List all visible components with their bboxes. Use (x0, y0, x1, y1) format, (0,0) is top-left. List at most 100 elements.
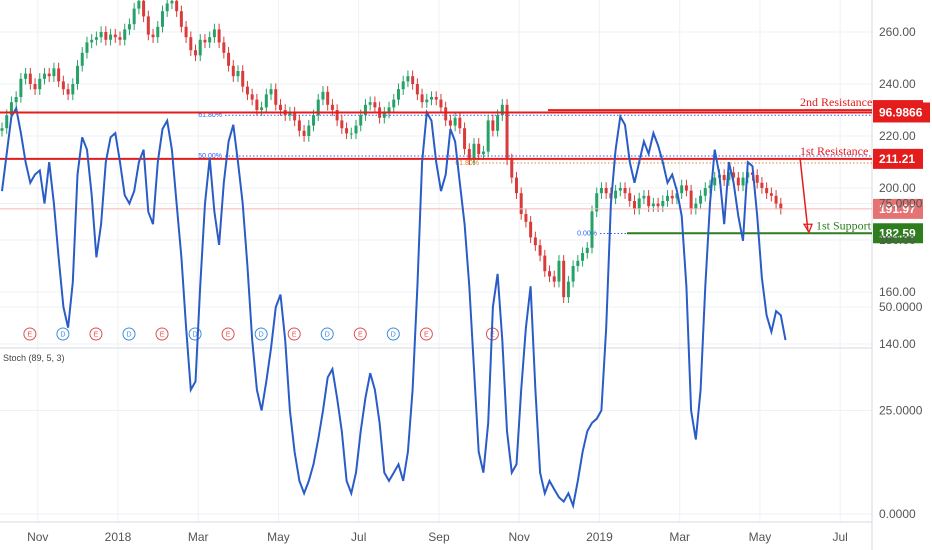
candle-body (264, 94, 268, 108)
candle-body (90, 39, 94, 43)
event-marker-label: E (424, 332, 429, 339)
candle-body (57, 68, 61, 82)
candle-body (736, 177, 740, 186)
x-tick-label: Sep (428, 530, 450, 544)
candle-body (505, 104, 509, 160)
level-price-tag (873, 148, 923, 169)
level-name: 2nd Resistance (800, 95, 872, 109)
candle-body (618, 188, 622, 191)
candle-body (401, 81, 405, 90)
candle-body (127, 24, 131, 30)
fib-label: 0.00% (577, 231, 597, 238)
candle-body (156, 26, 160, 38)
candle-body (94, 37, 98, 40)
candle-body (439, 99, 443, 108)
event-marker-label: E (292, 332, 297, 339)
event-marker (386, 327, 400, 341)
candle-body (104, 32, 108, 40)
candle-body (335, 110, 339, 121)
y-tick-label: 200.00 (879, 181, 916, 195)
candle-body (779, 203, 783, 209)
candle-body (732, 172, 736, 178)
stochastic-oscillator: 96.9866 (0, 102, 930, 510)
candle-body (392, 99, 396, 108)
candle-body (42, 73, 46, 79)
x-tick-label: 2019 (586, 530, 613, 544)
candle-body (481, 151, 485, 155)
event-marker-label: E (94, 332, 99, 339)
candle-body (316, 99, 320, 116)
candle-body (571, 266, 575, 282)
candle-body (255, 99, 259, 110)
candle-body (727, 172, 731, 181)
candle-body (170, 0, 174, 4)
event-marker (155, 327, 169, 341)
candle-body (47, 73, 51, 77)
candle-body (755, 175, 759, 183)
candle-body (326, 91, 330, 105)
candle-body (533, 237, 537, 246)
event-marker-label: E (358, 332, 363, 339)
oscillator-tick-label: 75.0000 (879, 197, 923, 211)
candle-body (184, 26, 188, 38)
candle-body (189, 37, 193, 51)
event-marker-label: E (160, 332, 165, 339)
level-price-label: 182.59 (879, 226, 916, 240)
x-tick-label: 2018 (105, 530, 132, 544)
x-tick-label: Jul (351, 530, 366, 544)
candle-body (557, 260, 561, 282)
candle-body (552, 276, 556, 282)
y-tick-label: 260.00 (879, 25, 916, 39)
candle-body (623, 188, 627, 194)
oscillator-level-tag (873, 102, 930, 123)
candle-body (123, 29, 127, 40)
event-marker (56, 327, 70, 341)
candle-body (160, 11, 164, 27)
candle-body (85, 42, 89, 53)
candle-body (491, 120, 495, 131)
event-marker (320, 327, 334, 341)
candle-body (595, 193, 599, 212)
candle-body (359, 115, 363, 126)
candle-body (425, 99, 429, 103)
candle-body (288, 112, 292, 116)
event-marker (419, 327, 433, 341)
x-tick-label: May (267, 530, 290, 544)
oscillator-tick-label: 50.0000 (879, 300, 923, 314)
candle-body (562, 260, 566, 298)
event-marker-label: D (126, 332, 131, 339)
candle-body (52, 68, 56, 77)
candle-body (28, 73, 32, 84)
candle-body (666, 195, 670, 201)
candle-body (590, 211, 594, 248)
y-tick-label: 240.00 (879, 77, 916, 91)
candle-body (637, 198, 641, 209)
candle-body (444, 107, 448, 121)
candle-body (514, 177, 518, 194)
candle-body (510, 159, 514, 178)
x-tick-label: Mar (188, 530, 209, 544)
candle-body (680, 185, 684, 194)
candle-body (614, 190, 618, 199)
candle-body (198, 39, 202, 56)
price-candles (0, 0, 783, 303)
candle-body (708, 185, 712, 188)
candle-body (179, 11, 183, 27)
candle-body (529, 221, 533, 238)
event-marker (254, 327, 268, 341)
fib-label: 50.00% (198, 153, 222, 160)
candle-body (269, 89, 273, 95)
candle-body (165, 3, 169, 12)
x-tick-label: May (749, 530, 772, 544)
event-marker-label: D (391, 332, 396, 339)
candle-body (699, 195, 703, 204)
event-marker-label: D (325, 332, 330, 339)
candle-body (61, 81, 65, 90)
candle-body (769, 193, 773, 196)
y-tick-label: 140.00 (879, 337, 916, 351)
candle-body (694, 203, 698, 209)
candle-body (420, 94, 424, 103)
candle-body (496, 115, 500, 131)
candle-body (14, 97, 18, 103)
